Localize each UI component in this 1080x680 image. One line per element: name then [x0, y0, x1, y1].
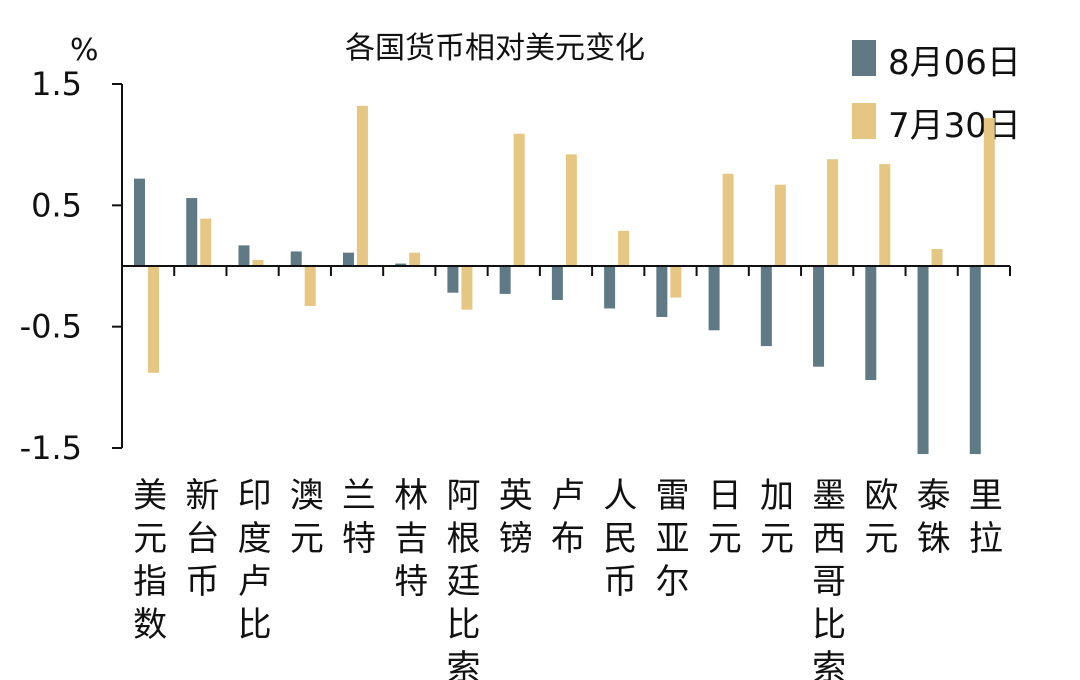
bar-series-1	[290, 251, 302, 266]
bar-series-2	[304, 266, 316, 307]
x-axis-category-label: 加元	[760, 476, 794, 559]
chart-title: 各国货币相对美元变化	[345, 31, 645, 66]
bar-series-1	[499, 266, 511, 294]
bar-series-2	[618, 230, 630, 266]
bar-series-1	[708, 266, 720, 331]
x-axis-category-label: 雷亚尔	[655, 476, 689, 602]
legend-label-series-1: 8月06日	[888, 43, 1021, 83]
x-axis-category-label: 墨西哥比索	[812, 476, 846, 680]
legend-label-series-2: 7月30日	[888, 106, 1021, 146]
bar-series-1	[134, 178, 145, 266]
bar-series-2	[252, 259, 264, 266]
bar-series-2	[461, 266, 473, 310]
legend: 8月06日 7月30日	[852, 40, 1021, 146]
x-axis-category-label: 新台币	[185, 476, 219, 602]
x-axis-category-label: 阿根廷比索	[447, 476, 481, 680]
legend-swatch-series-1	[852, 40, 876, 76]
bar-series-2	[827, 159, 839, 266]
bar-series-1	[447, 266, 459, 293]
bar-series-2	[722, 173, 734, 266]
x-axis-category-label: 日元	[708, 476, 742, 559]
x-axis-category-label: 卢布	[551, 476, 585, 559]
bar-series-2	[774, 184, 786, 266]
bar-series-1	[186, 198, 198, 266]
bar-series-2	[409, 252, 421, 266]
bar-series-1	[760, 266, 772, 347]
y-axis-tick-label: -1.5	[20, 429, 82, 467]
x-axis-category-label: 人民币	[603, 476, 637, 602]
x-axis-category-label: 美元指数	[133, 476, 167, 645]
x-axis-category-label: 澳元	[290, 476, 324, 559]
bar-series-1	[969, 266, 981, 455]
y-axis-unit-label: %	[70, 33, 99, 68]
bar-series-2	[983, 117, 995, 267]
bar-series-1	[604, 266, 616, 309]
x-axis-category-label: 兰特	[342, 476, 376, 559]
bar-series-1	[917, 266, 929, 455]
bar-series-2	[148, 266, 159, 373]
bar-series-2	[879, 164, 891, 266]
bar-series-1	[342, 252, 354, 266]
bar-series-2	[513, 133, 525, 266]
x-axis-category-label: 林吉特	[394, 476, 428, 602]
x-axis-category-labels: 美元指数新台币印度卢比澳元兰特林吉特阿根廷比索英镑卢布人民币雷亚尔日元加元墨西哥…	[133, 476, 1003, 680]
bar-series-1	[865, 266, 877, 381]
bar-series-2	[356, 105, 368, 266]
x-axis-category-label: 印度卢比	[238, 476, 272, 645]
y-axis-tick-label: 0.5	[31, 186, 82, 224]
x-axis-category-label: 英镑	[499, 476, 533, 559]
bar-series-2	[565, 154, 577, 266]
bar-series-1	[813, 266, 825, 367]
bar-series-2	[670, 266, 682, 298]
bar-series-1	[551, 266, 563, 300]
bar-series-1	[238, 245, 250, 266]
y-axis: 1.5 0.5 -0.5 -1.5	[20, 65, 123, 467]
bar-series-1	[395, 263, 407, 266]
bars	[134, 105, 1011, 455]
x-axis-category-label: 里拉	[969, 476, 1003, 559]
bar-series-2	[931, 249, 943, 266]
bar-series-1	[656, 266, 668, 317]
y-axis-tick-label: 1.5	[31, 65, 82, 103]
y-axis-tick-label: -0.5	[20, 308, 82, 346]
legend-swatch-series-2	[852, 103, 876, 139]
x-axis-category-label: 欧元	[864, 476, 898, 559]
x-axis-category-label: 泰铢	[917, 476, 951, 559]
bar-series-2	[200, 218, 212, 266]
